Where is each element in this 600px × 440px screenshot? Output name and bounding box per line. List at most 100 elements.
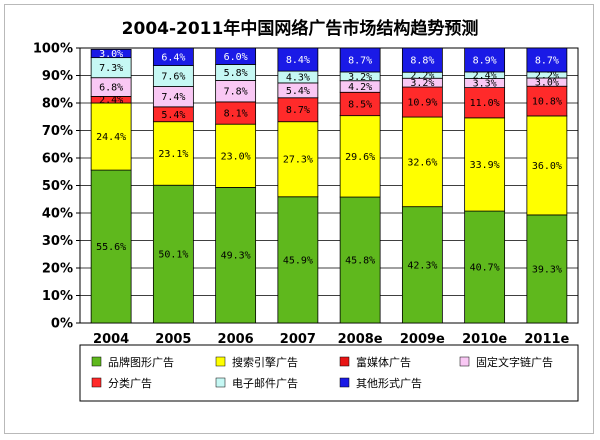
x-axis-categories: 2004 2005 2006 2007 2008e 2009e 2010e 2011e (93, 332, 570, 347)
legend-swatch (215, 377, 226, 388)
bar-segment (215, 47, 257, 65)
data-label: 29.6% (345, 152, 375, 163)
legend-label: 分类广告 (108, 376, 152, 390)
y-axis-ticks: 0% 10% 20% 30% 40% 50% 60% 70% 80% 90% 100% (33, 42, 80, 332)
bar-segment (215, 123, 257, 188)
bar-segment (401, 116, 443, 208)
data-label: 8.8% (410, 56, 434, 67)
data-label: 5.4% (161, 110, 185, 121)
data-label: 6.4% (161, 52, 185, 63)
data-label: 3.0% (99, 49, 123, 60)
x-category-label: 2009e (400, 332, 445, 347)
legend-swatch (339, 356, 350, 367)
y-tick-label: 70% (42, 124, 73, 139)
bar-segment (277, 196, 319, 324)
y-tick-label: 30% (42, 234, 73, 249)
data-label: 8.7% (286, 105, 310, 116)
data-label: 32.6% (407, 157, 437, 168)
data-label: 5.4% (286, 86, 310, 97)
bar-segment (339, 47, 381, 73)
data-label: 39.3% (532, 264, 562, 275)
data-label: 42.3% (407, 260, 437, 271)
y-tick-label: 90% (42, 69, 73, 84)
data-label: 24.4% (96, 132, 126, 143)
legend-label: 固定文字链广告 (476, 355, 553, 369)
bar-segment (526, 47, 568, 73)
x-category-label: 2008e (338, 332, 383, 347)
data-label: 49.3% (221, 251, 251, 262)
x-category-label: 2004 (93, 332, 129, 347)
bars: 55.6%24.4%2.4%6.8%7.3%3.0%50.1%23.1%5.4%… (90, 47, 568, 324)
data-label: 36.0% (532, 161, 562, 172)
bar-segment (277, 121, 319, 198)
y-tick-label: 10% (42, 289, 73, 304)
bar-segment (152, 121, 194, 186)
data-label: 40.7% (470, 263, 500, 274)
data-label: 27.3% (283, 155, 313, 166)
data-label: 3.0% (535, 78, 559, 89)
data-label: 50.1% (158, 250, 188, 261)
data-label: 4.2% (348, 82, 372, 93)
data-label: 45.8% (345, 256, 375, 267)
y-tick-label: 80% (42, 97, 73, 112)
y-tick-label: 60% (42, 152, 73, 167)
legend-swatch (339, 377, 350, 388)
bar-segment (277, 47, 319, 72)
data-label: 2.2% (410, 71, 434, 82)
x-category-label: 2007 (280, 332, 316, 347)
data-label: 8.7% (348, 55, 372, 66)
data-label: 7.4% (161, 92, 185, 103)
data-label: 2.4% (99, 95, 123, 106)
data-label: 6.0% (224, 52, 248, 63)
bar-segment (526, 85, 568, 117)
y-tick-label: 0% (51, 317, 73, 332)
bar-segment (464, 210, 506, 324)
bar-segment (90, 169, 132, 324)
data-label: 7.3% (99, 63, 123, 74)
data-label: 33.9% (470, 160, 500, 171)
data-label: 3.2% (348, 72, 372, 83)
data-label: 55.6% (96, 242, 126, 253)
y-tick-label: 40% (42, 207, 73, 222)
data-label: 8.5% (348, 99, 372, 110)
data-label: 8.9% (473, 55, 497, 66)
legend-box (79, 344, 579, 402)
y-tick-label: 50% (42, 179, 73, 194)
data-label: 3.2% (410, 78, 434, 89)
legend-swatch (91, 377, 102, 388)
bar-segment (339, 115, 381, 198)
x-category-label: 2011e (524, 332, 569, 347)
bar-segment (464, 117, 506, 212)
data-label: 23.0% (221, 151, 251, 162)
bar-segment (401, 47, 443, 73)
y-tick-label: 20% (42, 262, 73, 277)
data-label: 8.4% (286, 55, 310, 66)
legend-label: 品牌图形广告 (108, 355, 174, 369)
data-label: 6.8% (99, 83, 123, 94)
bar-segment (152, 47, 194, 67)
data-label: 2.2% (535, 70, 559, 81)
data-label: 3.3% (473, 79, 497, 90)
x-category-label: 2005 (155, 332, 191, 347)
legend-label: 富媒体广告 (356, 355, 411, 369)
data-label: 8.7% (535, 55, 559, 66)
bar-segment (401, 206, 443, 324)
bar-segment (90, 102, 132, 171)
data-label: 10.8% (532, 97, 562, 108)
legend-swatch (91, 356, 102, 367)
data-label: 23.1% (158, 149, 188, 160)
x-category-label: 2010e (462, 332, 507, 347)
chart-title: 2004-2011年中国网络广告市场结构趋势预测 (122, 18, 479, 39)
bar-segment (464, 87, 506, 119)
data-label: 10.9% (407, 98, 437, 109)
data-label: 5.8% (224, 68, 248, 79)
bar-segment (464, 47, 506, 73)
y-tick-label: 100% (33, 42, 73, 57)
x-category-label: 2006 (218, 332, 254, 347)
data-label: 2.4% (473, 71, 497, 82)
bar-segment (215, 187, 257, 324)
data-label: 8.1% (224, 109, 248, 120)
bar-segment (526, 115, 568, 216)
